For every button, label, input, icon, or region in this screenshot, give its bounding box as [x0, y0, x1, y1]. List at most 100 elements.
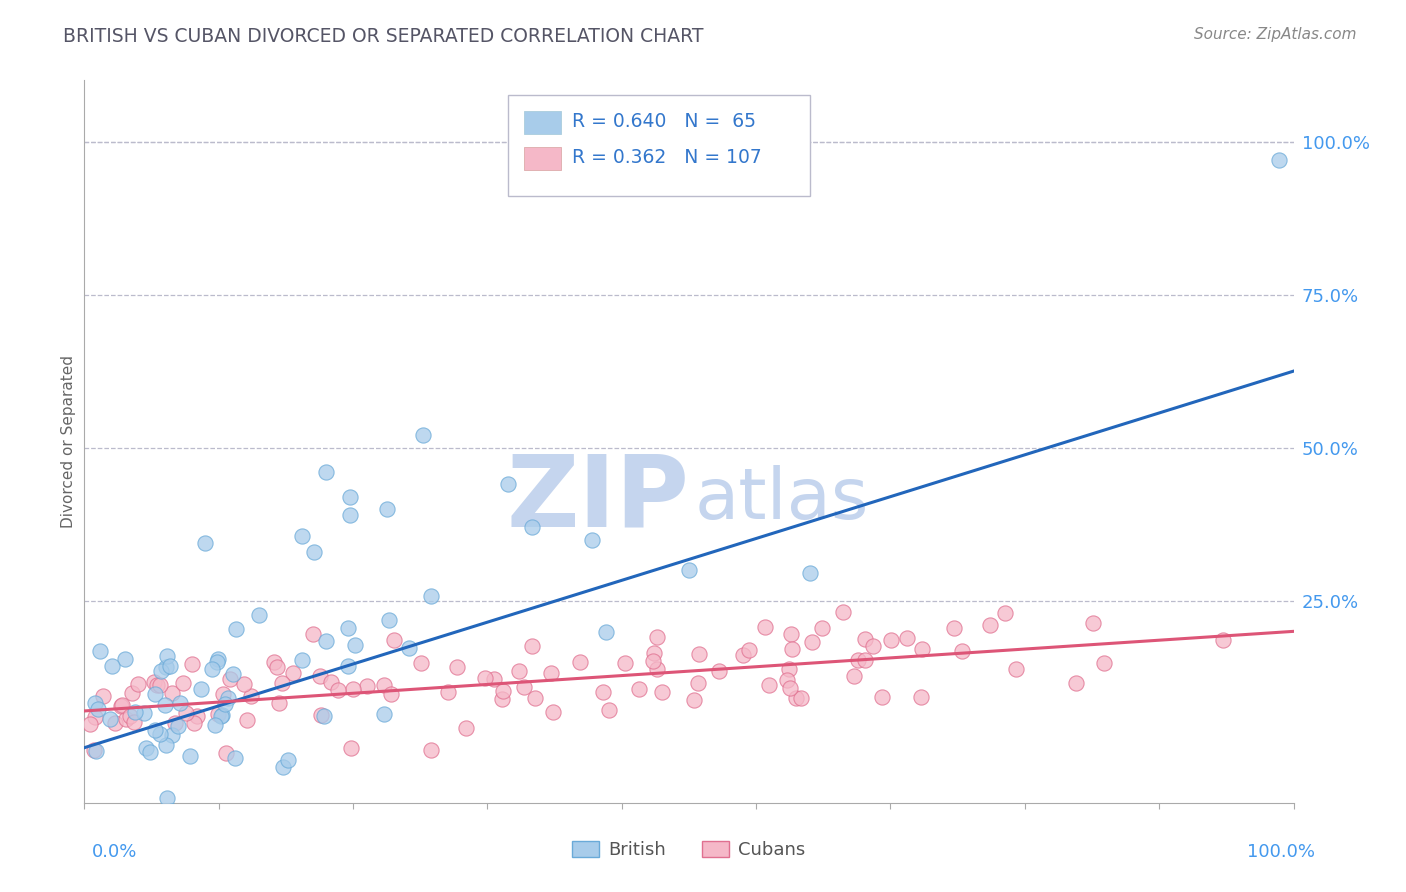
- Text: Source: ZipAtlas.com: Source: ZipAtlas.com: [1194, 27, 1357, 42]
- Text: 0.0%: 0.0%: [91, 843, 136, 861]
- Text: ZIP: ZIP: [506, 450, 689, 548]
- Point: [778, 662, 800, 676]
- Point: [482, 672, 505, 686]
- Point: [114, 712, 136, 726]
- Point: [205, 655, 228, 669]
- Point: [337, 620, 360, 634]
- Point: [79, 717, 101, 731]
- Point: [337, 659, 360, 673]
- Point: [398, 640, 420, 655]
- Point: [419, 589, 441, 603]
- Point: [207, 652, 229, 666]
- Point: [412, 428, 434, 442]
- Point: [194, 535, 217, 549]
- Point: [801, 635, 824, 649]
- Point: [790, 691, 813, 706]
- Point: [446, 660, 468, 674]
- Point: [181, 657, 204, 671]
- Point: [581, 533, 603, 547]
- Point: [156, 790, 179, 805]
- Point: [160, 685, 183, 699]
- Point: [155, 738, 177, 752]
- Point: [217, 690, 239, 705]
- Point: [111, 698, 134, 712]
- Point: [215, 746, 238, 760]
- Point: [880, 633, 903, 648]
- Point: [222, 667, 245, 681]
- Point: [155, 660, 177, 674]
- Point: [776, 673, 799, 688]
- Point: [277, 753, 299, 767]
- Point: [169, 696, 191, 710]
- Point: [520, 520, 543, 534]
- Point: [950, 644, 973, 658]
- FancyBboxPatch shape: [524, 111, 561, 134]
- Point: [93, 689, 115, 703]
- Point: [174, 706, 197, 720]
- Point: [302, 627, 325, 641]
- Point: [314, 708, 336, 723]
- Point: [343, 638, 366, 652]
- Point: [149, 678, 172, 692]
- Point: [121, 686, 143, 700]
- Point: [239, 689, 262, 703]
- Point: [910, 690, 932, 704]
- Point: [811, 621, 834, 635]
- Y-axis label: Divorced or Separated: Divorced or Separated: [60, 355, 76, 528]
- Point: [780, 627, 803, 641]
- Legend: British, Cubans: British, Cubans: [565, 833, 813, 866]
- Point: [101, 659, 124, 673]
- Point: [302, 545, 325, 559]
- Point: [842, 669, 865, 683]
- Text: R = 0.362   N = 107: R = 0.362 N = 107: [572, 148, 762, 167]
- Point: [613, 656, 636, 670]
- Point: [377, 613, 399, 627]
- Point: [204, 718, 226, 732]
- Point: [149, 664, 172, 678]
- Point: [508, 664, 530, 678]
- Text: R = 0.640   N =  65: R = 0.640 N = 65: [572, 112, 755, 131]
- Point: [247, 607, 270, 622]
- Point: [846, 653, 869, 667]
- Point: [308, 669, 330, 683]
- Point: [211, 687, 233, 701]
- Point: [738, 643, 761, 657]
- Point: [315, 465, 337, 479]
- Text: atlas: atlas: [695, 465, 869, 533]
- Point: [339, 490, 361, 504]
- Point: [356, 679, 378, 693]
- Point: [896, 631, 918, 645]
- Point: [474, 671, 496, 685]
- Point: [139, 745, 162, 759]
- Point: [1005, 662, 1028, 676]
- Point: [375, 502, 398, 516]
- Point: [780, 642, 803, 657]
- Point: [124, 714, 146, 729]
- Point: [731, 648, 754, 662]
- Point: [224, 751, 246, 765]
- Point: [326, 682, 349, 697]
- Point: [651, 685, 673, 699]
- Point: [911, 641, 934, 656]
- Point: [1212, 633, 1234, 648]
- Point: [183, 716, 205, 731]
- Point: [645, 662, 668, 676]
- Point: [114, 651, 136, 665]
- Point: [340, 740, 363, 755]
- Point: [179, 748, 201, 763]
- Point: [266, 659, 288, 673]
- Point: [159, 659, 181, 673]
- Point: [831, 606, 853, 620]
- Point: [160, 728, 183, 742]
- Point: [98, 712, 121, 726]
- Point: [156, 648, 179, 663]
- Point: [785, 690, 807, 705]
- Point: [155, 698, 177, 713]
- Point: [236, 713, 259, 727]
- Point: [754, 619, 776, 633]
- Point: [209, 709, 232, 723]
- Point: [190, 681, 212, 696]
- Point: [373, 677, 395, 691]
- FancyBboxPatch shape: [524, 147, 561, 169]
- Point: [688, 676, 710, 690]
